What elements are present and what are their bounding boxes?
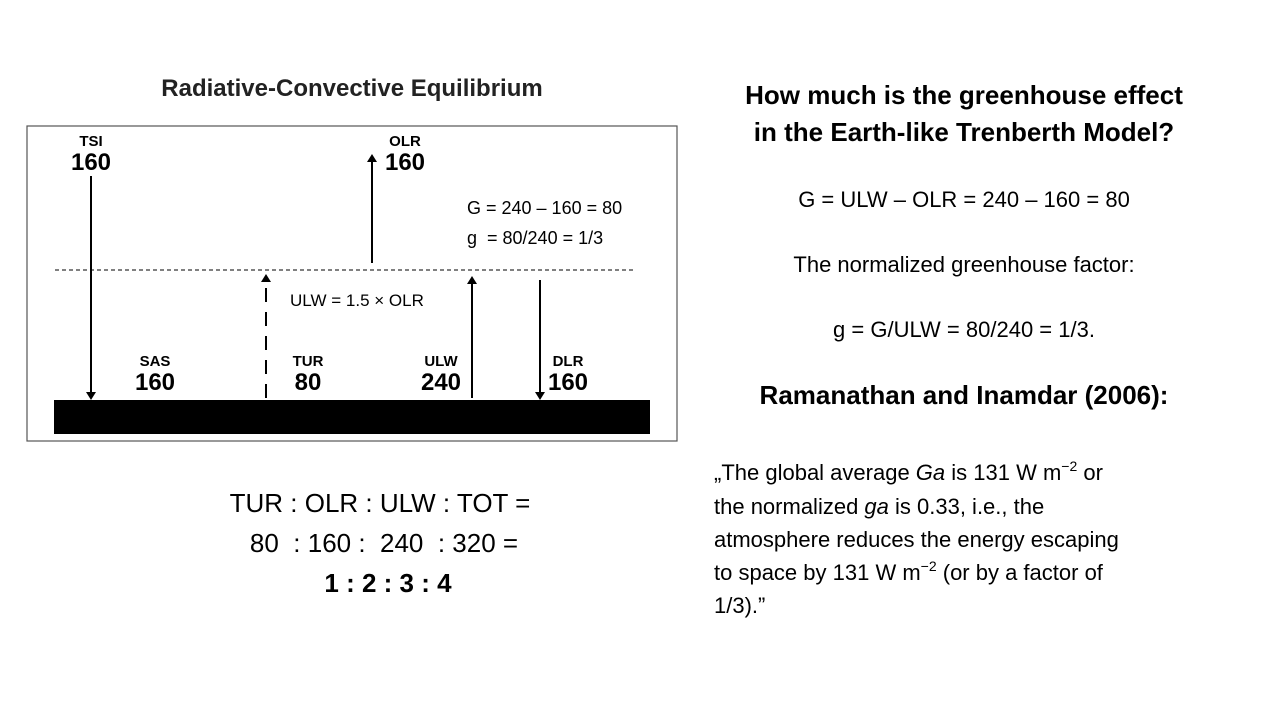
quote-sup: −2 (1061, 458, 1077, 474)
quote-text: „The global average (714, 460, 916, 485)
reference: Ramanathan and Inamdar (2006): (760, 380, 1169, 410)
quote-line: the normalized ga is 0.33, i.e., the (714, 494, 1044, 519)
tsi-value: 160 (71, 149, 111, 176)
olr-value: 160 (385, 149, 425, 176)
heading: How much is the greenhouse effect (745, 80, 1183, 110)
quote-line: to space by 131 W m−2 (or by a factor of (714, 558, 1104, 585)
surface-label: SAS (140, 353, 171, 370)
ratio-result: 1 : 2 : 3 : 4 (324, 568, 452, 598)
g-equation: G = ULW – OLR = 240 – 160 = 80 (798, 187, 1130, 212)
ulw-note: ULW = 1.5 × OLR (290, 291, 424, 310)
quote-text: is 131 W m (945, 460, 1061, 485)
surface-value: 160 (548, 369, 588, 396)
tsi-label: TSI (79, 133, 102, 150)
quote-text: to space by 131 W m (714, 560, 921, 585)
olr-label: OLR (389, 133, 421, 150)
heading: in the Earth-like Trenberth Model? (754, 117, 1174, 147)
quote-text: ga (864, 494, 888, 519)
normalized-label: The normalized greenhouse factor: (793, 252, 1134, 277)
equation: G = 240 – 160 = 80 (467, 198, 622, 218)
quote-line: 1/3).” (714, 593, 765, 618)
quote-text: is 0.33, i.e., the (889, 494, 1044, 519)
diagram-frame (26, 125, 678, 442)
surface-value: 160 (135, 369, 175, 396)
ratio-line: 80 : 160 : 240 : 320 = (250, 528, 518, 558)
surface-label: DLR (553, 353, 584, 370)
quote-text: the normalized (714, 494, 864, 519)
ground (54, 400, 650, 434)
surface-value: 240 (421, 369, 461, 396)
quote-sup: −2 (921, 558, 937, 574)
surface-label: TUR (293, 353, 324, 370)
quote-text: (or by a factor of (937, 560, 1104, 585)
quote-line: atmosphere reduces the energy escaping (714, 527, 1119, 552)
diagram-title: Radiative-Convective Equilibrium (161, 75, 542, 102)
quote-text: Ga (916, 460, 945, 485)
quote-line: „The global average Ga is 131 W m−2 or (714, 458, 1103, 485)
normalized-equation: g = G/ULW = 80/240 = 1/3. (833, 317, 1095, 342)
equation: g = 80/240 = 1/3 (467, 228, 603, 248)
surface-label: ULW (424, 353, 458, 370)
ratio-line: TUR : OLR : ULW : TOT = (230, 488, 531, 518)
surface-value: 80 (295, 369, 322, 396)
quote-text: or (1077, 460, 1103, 485)
